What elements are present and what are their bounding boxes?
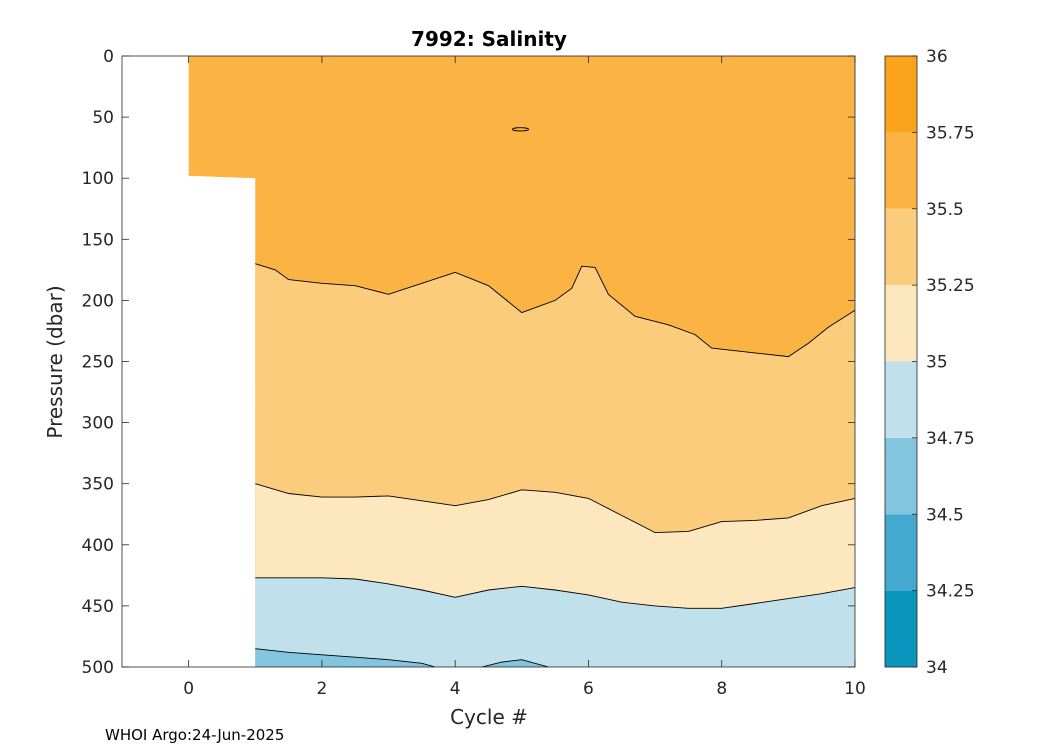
footer-timestamp: WHOI Argo:24-Jun-2025 [105, 726, 284, 744]
x-tick-label: 2 [316, 679, 327, 699]
y-tick-label: 350 [82, 475, 114, 495]
colorbar-tick-label: 35.5 [926, 200, 964, 220]
colorbar-tick-label: 34.5 [926, 505, 964, 525]
y-tick-label: 450 [82, 597, 114, 617]
y-tick-label: 50 [92, 108, 114, 128]
colorbar-swatch [885, 361, 917, 438]
y-tick-label: 250 [82, 353, 114, 373]
contour-35.75-closed [512, 127, 529, 132]
contour-fills [188, 56, 855, 667]
y-tick-label: 150 [82, 230, 114, 250]
band-34.75-35 [255, 577, 855, 667]
x-tick-label: 0 [183, 679, 194, 699]
contour-line-35-2 [255, 577, 855, 609]
colorbar-tick-label: 35.25 [926, 276, 975, 296]
colorbar-tick-label: 34.25 [926, 582, 975, 602]
y-tick-label: 100 [82, 169, 114, 189]
y-tick-label: 500 [82, 658, 114, 678]
contour-line-35.25-1 [255, 483, 855, 534]
contour-line-34.75-3 [255, 648, 436, 667]
colorbar-swatch [885, 514, 917, 591]
x-axis-label: Cycle # [450, 705, 528, 729]
contour-line-34.75-4 [481, 659, 549, 667]
y-tick-label: 300 [82, 414, 114, 434]
colorbar-swatch [885, 437, 917, 515]
colorbar-tick-label: 35.75 [926, 123, 975, 143]
x-tick-label: 4 [450, 679, 461, 699]
colorbar-swatch [885, 132, 917, 209]
colorbar-swatch [885, 208, 917, 286]
contour-line-35.5-0 [255, 263, 855, 358]
colorbar-swatch [885, 285, 917, 362]
colorbar-swatch [885, 590, 917, 667]
x-tick-label: 6 [583, 679, 594, 699]
band-34.5-34.75-1 [481, 659, 549, 667]
y-tick-label: 200 [82, 291, 114, 311]
colorbar-tick-label: 36 [926, 47, 948, 67]
y-tick-label: 0 [103, 47, 114, 67]
colorbar-tick-label: 34 [926, 658, 948, 678]
chart-title: 7992: Salinity [411, 27, 567, 51]
colorbar-swatch [885, 56, 917, 133]
x-tick-label: 8 [716, 679, 727, 699]
colorbar: 34 34.25 34.5 34.75 35 35.25 35.5 35.75 36 [884, 47, 975, 678]
x-tick-label: 10 [844, 679, 866, 699]
y-axis-label: Pressure (dbar) [43, 285, 67, 438]
colorbar-tick-label: 34.75 [926, 429, 975, 449]
colorbar-tick-label: 35 [926, 353, 948, 373]
plot-area [188, 56, 855, 667]
y-tick-label: 400 [82, 536, 114, 556]
